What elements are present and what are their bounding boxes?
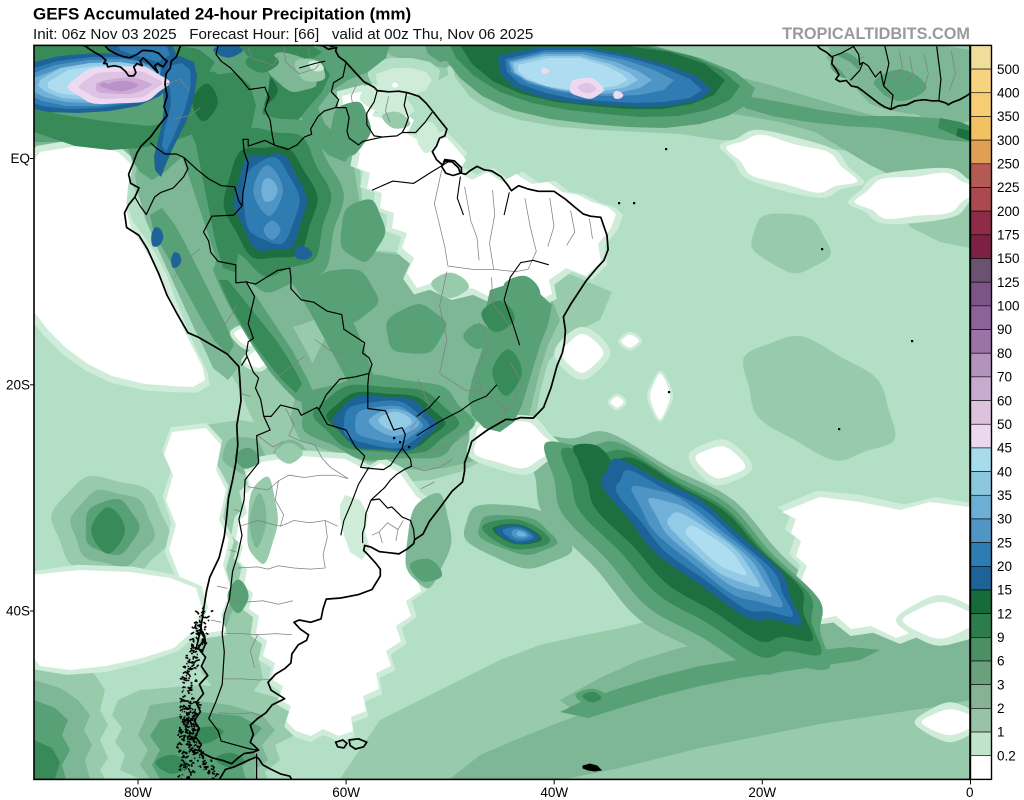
svg-text:12: 12 [997,606,1012,621]
svg-text:0.2: 0.2 [997,748,1016,763]
svg-text:225: 225 [997,180,1020,195]
svg-text:45: 45 [997,441,1012,456]
svg-text:40W: 40W [540,785,568,800]
svg-text:50: 50 [997,417,1012,432]
svg-text:40S: 40S [6,604,30,619]
svg-text:15: 15 [997,583,1012,598]
svg-text:500: 500 [997,62,1020,77]
svg-text:TROPICALTIDBITS.COM: TROPICALTIDBITS.COM [782,25,970,43]
svg-text:60: 60 [997,393,1012,408]
svg-text:30: 30 [997,512,1012,527]
svg-text:20W: 20W [748,785,776,800]
svg-text:9: 9 [997,630,1005,645]
svg-text:90: 90 [997,322,1012,337]
svg-text:40: 40 [997,464,1012,479]
svg-text:350: 350 [997,109,1020,124]
svg-text:60W: 60W [332,785,360,800]
svg-text:175: 175 [997,228,1020,243]
svg-text:Init: 06z Nov 03 2025 Foreca: Init: 06z Nov 03 2025 Forecast Hour: [66… [33,26,533,43]
svg-text:300: 300 [997,133,1020,148]
svg-text:35: 35 [997,488,1012,503]
svg-text:25: 25 [997,535,1012,550]
svg-text:6: 6 [997,654,1005,669]
svg-text:2: 2 [997,701,1005,716]
svg-text:1: 1 [997,725,1005,740]
svg-text:400: 400 [997,86,1020,101]
svg-text:80W: 80W [124,785,152,800]
svg-text:GEFS Accumulated 24-hour Preci: GEFS Accumulated 24-hour Precipitation (… [33,5,411,24]
svg-text:200: 200 [997,204,1020,219]
svg-text:100: 100 [997,299,1020,314]
svg-text:EQ: EQ [10,151,30,166]
svg-text:250: 250 [997,157,1020,172]
svg-text:80: 80 [997,346,1012,361]
svg-text:20: 20 [997,559,1012,574]
svg-text:125: 125 [997,275,1020,290]
svg-text:70: 70 [997,370,1012,385]
svg-text:0: 0 [966,785,974,800]
svg-text:20S: 20S [6,378,30,393]
svg-text:150: 150 [997,251,1020,266]
svg-text:3: 3 [997,677,1005,692]
